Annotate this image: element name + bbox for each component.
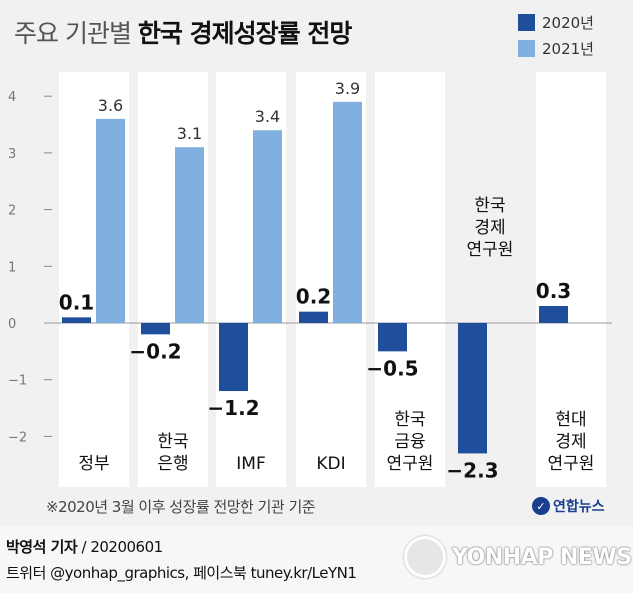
bar-chart: 4 3 2 1 0 −1 −2 0.1 3.6 −0.2 3.1 −1.2 3.4 0.2 3.9 −0.5… [8, 72, 612, 487]
value-label-2021: 3.6 [98, 96, 123, 115]
title-prefix: 주요 기관별 [14, 19, 132, 48]
value-label-2021: 3.4 [255, 107, 280, 126]
legend-label-2020: 2020년 [542, 14, 594, 32]
value-label-2020: −0.2 [129, 339, 181, 363]
y-tick-label: 4 [8, 90, 16, 105]
bar-2021 [175, 147, 204, 323]
legend-item-2020: 2020년 [518, 12, 594, 33]
category-label: 정부 [78, 454, 109, 474]
bar-2021 [253, 130, 282, 323]
category-label: 한국 은행 [157, 432, 188, 474]
author-credit: 박영석 기자 / 20200601 [6, 536, 163, 557]
legend-label-2021: 2021년 [542, 40, 594, 58]
y-tick-label: 3 [8, 147, 16, 162]
category-panel [375, 72, 445, 487]
category-label: 한국 경제 연구원 [467, 196, 514, 260]
yonhap-logo: ✓ 연합뉴스 [532, 496, 605, 516]
bar-2020 [299, 311, 328, 323]
bar-2020 [141, 323, 170, 335]
category-panel [536, 72, 606, 487]
footnote: ※2020년 3월 이후 성장률 전망한 기관 기준 [46, 498, 316, 516]
value-label-2020: −1.2 [207, 396, 259, 420]
value-label-2020: 0.3 [536, 279, 571, 303]
watermark-text: YONHAP NEWS [452, 544, 632, 570]
bar-2020 [458, 323, 487, 454]
y-tick-label: 0 [8, 317, 16, 332]
logo-text: 연합뉴스 [553, 499, 605, 515]
value-label-2020: 0.1 [59, 290, 94, 314]
bar-2020 [378, 323, 407, 352]
legend-item-2021: 2021년 [518, 38, 594, 59]
category-label: 현대 경제 연구원 [548, 410, 595, 474]
bar-2020 [62, 317, 91, 323]
social-credit: 트위터 @yonhap_graphics, 페이스북 tuney.kr/LeYN… [6, 564, 357, 582]
legend-swatch-2021 [518, 40, 535, 57]
publish-date: / 20200601 [81, 538, 164, 556]
y-tick-label: 1 [8, 260, 16, 275]
y-tick-label: −2 [8, 430, 27, 445]
chart-title: 주요 기관별 한국 경제성장률 전망 [14, 14, 352, 50]
category-label: 한국 금융 연구원 [387, 410, 434, 474]
bar-2021 [96, 118, 125, 323]
category-label: KDI [316, 454, 345, 474]
value-label-2021: 3.1 [177, 124, 202, 143]
bar-2021 [333, 101, 362, 324]
yonhap-watermark: YONHAP NEWS [404, 536, 632, 578]
credit-bar [0, 527, 633, 593]
bar-2020 [539, 305, 568, 323]
value-label-2020: 0.2 [296, 285, 331, 309]
y-tick-label: −1 [8, 374, 27, 389]
legend-swatch-2020 [518, 14, 535, 31]
title-main: 한국 경제성장률 전망 [137, 19, 352, 48]
value-label-2020: −0.5 [366, 356, 418, 380]
category-label: IMF [236, 454, 265, 474]
bar-2020 [219, 323, 248, 392]
watermark-logo-icon [404, 536, 446, 578]
author-name: 박영석 기자 [6, 538, 78, 556]
value-label-2020: −2.3 [446, 458, 498, 482]
y-tick-label: 2 [8, 204, 16, 219]
yonhap-logo-icon: ✓ [532, 497, 550, 515]
value-label-2021: 3.9 [335, 79, 360, 98]
